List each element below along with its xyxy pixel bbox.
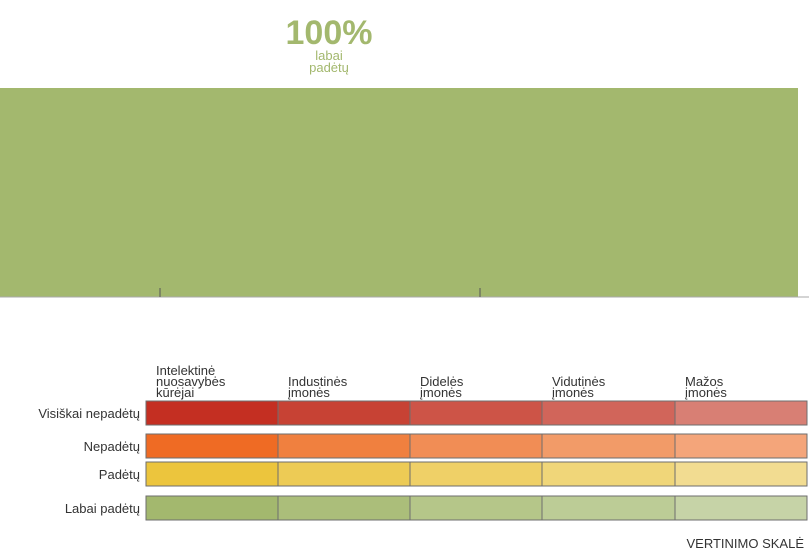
scale-cell: [541, 433, 676, 459]
scale-cell: [277, 495, 411, 521]
scale-cell: [277, 433, 411, 459]
bar-chart: 100% labai padėtų: [0, 14, 809, 298]
scale-row-label: Nepadėtų: [84, 439, 140, 454]
bar-category-label: labai padėtų: [309, 48, 349, 75]
scale-cell: [541, 495, 676, 521]
scale-cell: [145, 433, 279, 459]
scale-cell: [409, 461, 543, 487]
scale-cell: [674, 433, 808, 459]
scale-cell: [145, 461, 279, 487]
scale-cell: [541, 461, 676, 487]
scale-cell: [674, 461, 808, 487]
scale-row-label: Padėtų: [99, 467, 140, 482]
scale-column-header: Industinės įmonės: [288, 374, 348, 400]
scale-cell: [409, 433, 543, 459]
scale-cell: [541, 400, 676, 426]
scale-grid: Visiškai nepadėtų Nepadėtų Padėtų Labai pad…: [38, 400, 808, 521]
scale-column-header: Didelės įmonės: [420, 374, 464, 400]
scale-cell: [277, 400, 411, 426]
scale-cell: [145, 400, 279, 426]
scale-cell: [409, 400, 543, 426]
scale-column-header: Vidutinės įmonės: [552, 374, 606, 400]
bar-labai-padetu: [0, 88, 798, 297]
scale-cell: [145, 495, 279, 521]
scale-cell: [409, 495, 543, 521]
scale-column-headers: Intelektinė nuosavybės kūrėjai Industinės įm…: [156, 363, 727, 400]
scale-row-label: Visiškai nepadėtų: [38, 406, 140, 421]
scale-row-label: Labai padėtų: [65, 501, 140, 516]
scale-column-header: Mažos įmonės: [685, 374, 727, 400]
scale-column-header: Intelektinė nuosavybės kūrėjai: [156, 363, 226, 400]
scale-cell: [674, 400, 808, 426]
scale-title: VERTINIMO SKALĖ: [686, 536, 804, 551]
scale-cell: [277, 461, 411, 487]
scale-cell: [674, 495, 808, 521]
bar-value-label: 100%: [286, 14, 373, 52]
